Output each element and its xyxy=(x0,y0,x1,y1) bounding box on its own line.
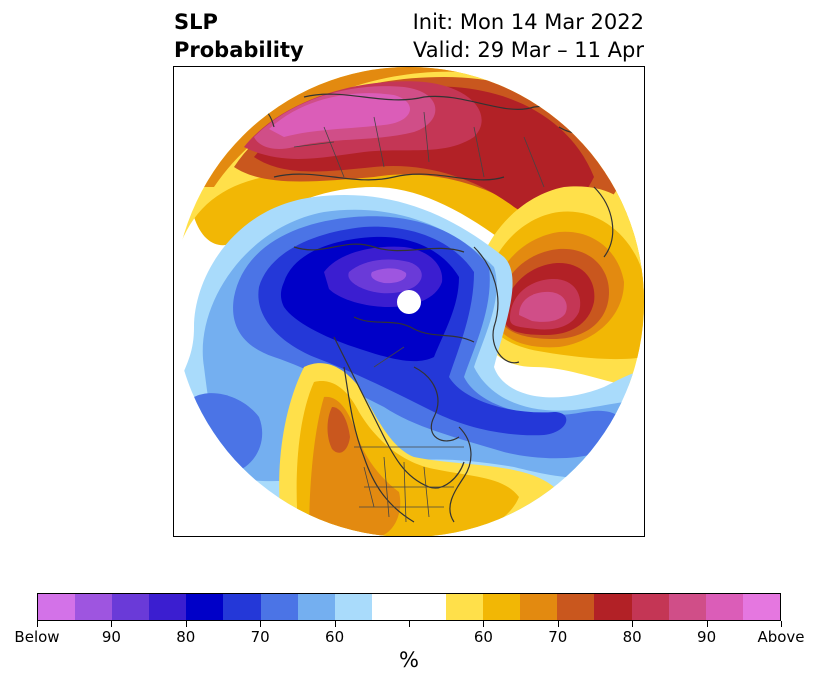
colorbar-segment xyxy=(223,594,261,620)
pole-mask xyxy=(397,290,421,314)
map-panel xyxy=(173,66,645,537)
colorbar-segment xyxy=(631,594,669,620)
colorbar-segment xyxy=(668,594,706,620)
colorbar-tick xyxy=(260,621,262,627)
colorbar-segment xyxy=(520,594,558,620)
colorbar-segment xyxy=(75,594,113,620)
above-field-east xyxy=(474,186,644,387)
colorbar-segment xyxy=(260,594,298,620)
colorbar-tick-label: 80 xyxy=(622,628,642,646)
colorbar-segment xyxy=(557,594,595,620)
colorbar-tick xyxy=(706,621,708,627)
title-variable: SLP xyxy=(174,10,218,34)
colorbar-segment xyxy=(594,594,632,620)
colorbar-segment xyxy=(186,594,224,620)
colorbar-unit: % xyxy=(399,648,419,672)
colorbar-tick xyxy=(781,621,782,627)
colorbar-tick-label: Below xyxy=(14,628,60,646)
country-borders xyxy=(293,111,545,523)
colorbar-tick xyxy=(483,621,485,627)
init-date: Init: Mon 14 Mar 2022 xyxy=(412,10,644,34)
colorbar-tick-label: Above xyxy=(757,628,805,646)
colorbar-tick xyxy=(632,621,634,627)
colorbar-tick xyxy=(111,621,113,627)
title-right: Init: Mon 14 Mar 2022 Valid: 29 Mar – 11… xyxy=(413,8,644,64)
colorbar-tick xyxy=(37,621,38,627)
title-product: Probability xyxy=(174,38,304,62)
colorbar-tick-label: 70 xyxy=(250,628,270,646)
probability-map xyxy=(174,67,644,536)
colorbar-segment xyxy=(742,594,780,620)
valid-range: Valid: 29 Mar – 11 Apr xyxy=(413,38,644,62)
colorbar-segment xyxy=(705,594,743,620)
colorbar-segment xyxy=(408,594,447,620)
colorbar-tick xyxy=(334,621,336,627)
colorbar-tick xyxy=(409,621,410,627)
title-left: SLP Probability xyxy=(174,8,304,64)
colorbar-segment xyxy=(371,594,409,620)
colorbar-segment xyxy=(149,594,187,620)
colorbar-tick-label: 80 xyxy=(176,628,196,646)
colorbar-tick xyxy=(557,621,559,627)
colorbar-tick-label: 90 xyxy=(101,628,121,646)
colorbar-segment xyxy=(112,594,150,620)
colorbar-segment xyxy=(297,594,335,620)
colorbar-segment xyxy=(483,594,521,620)
colorbar-segment xyxy=(334,594,372,620)
colorbar-tick-label: 90 xyxy=(697,628,717,646)
colorbar-segment xyxy=(446,594,484,620)
colorbar-segment xyxy=(38,594,76,620)
colorbar-tick xyxy=(185,621,187,627)
above-field-south xyxy=(279,363,554,536)
colorbar-tick-label: 60 xyxy=(473,628,493,646)
colorbar xyxy=(37,593,781,621)
colorbar-tick-label: 60 xyxy=(325,628,345,646)
colorbar-tick-label: 70 xyxy=(548,628,568,646)
